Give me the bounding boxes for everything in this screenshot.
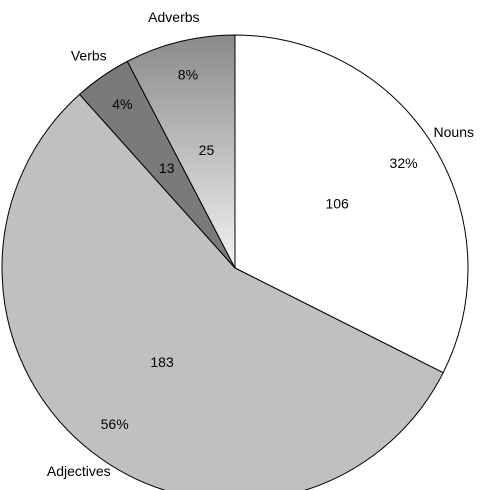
percent-label: 32% (390, 155, 418, 171)
percent-label: 56% (101, 416, 129, 432)
pie-slice (234, 34, 469, 374)
category-label: Nouns (434, 124, 474, 140)
percent-label: 4% (112, 96, 132, 112)
category-label: Verbs (71, 47, 107, 63)
value-label: 106 (325, 196, 349, 212)
value-label: 183 (150, 354, 174, 370)
category-label: Adverbs (148, 9, 199, 25)
pie-slice (1, 93, 444, 490)
category-label: Adjectives (47, 463, 111, 479)
value-label: 13 (159, 160, 175, 176)
pie-slice (126, 34, 236, 269)
value-label: 25 (199, 142, 215, 158)
percent-label: 8% (178, 66, 198, 82)
